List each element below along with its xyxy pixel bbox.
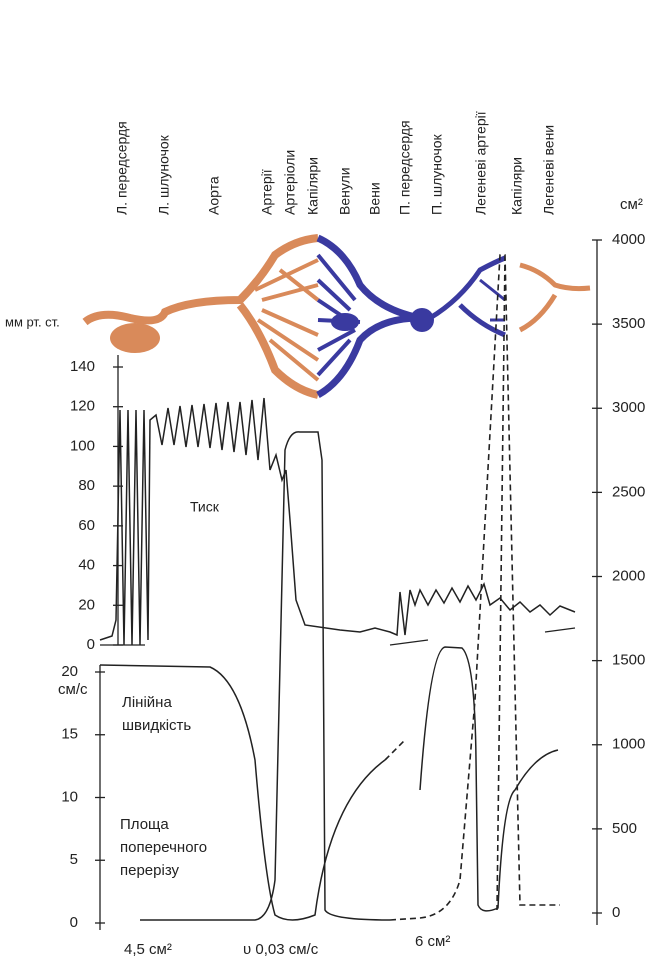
tick-label: 100 [70,437,95,454]
vessel-label: Вени [367,182,383,215]
tick-label: 3500 [612,315,645,332]
pressure-curve [99,397,576,646]
vessel-label: Легеневі артерії [473,111,489,215]
tick-label: 0 [87,636,95,653]
bottom-label: υ 0,03 см/с [243,941,319,958]
tick-label: 80 [78,477,95,494]
vessel-label: Л. передсердя [114,121,130,215]
tick-label: 10 [61,788,78,805]
vessel-label: Капіляри [509,157,525,215]
pressure-unit: мм рт. ст. [5,314,60,329]
area-label: перерізу [120,862,180,879]
tick-label: 60 [78,517,95,534]
vessel-label: П. шлуночок [429,133,445,215]
tick-label: 2500 [612,483,645,500]
velocity-label: швидкість [122,717,191,734]
tick-label: 120 [70,398,95,415]
bottom-label: 4,5 см² [124,941,172,958]
area-label: Площа [120,816,169,833]
baseline [389,639,429,646]
vessel-label: Артеріоли [282,150,298,215]
tick-label: 0 [70,914,78,931]
tick-label: 5 [70,851,78,868]
area-unit: см² [620,196,643,213]
area-label: поперечного [120,839,207,856]
vessel-label: Л. шлуночок [156,134,172,215]
tick-label: 3000 [612,399,645,416]
vessel-label: П. передсердя [397,120,413,215]
velocity-unit: см/с [58,681,88,698]
tick-label: 40 [78,557,95,574]
tick-label: 1500 [612,652,645,669]
velocity-curve [99,664,386,921]
vessel-label: Венули [337,167,353,215]
baseline [544,627,576,633]
area-curve [140,431,391,921]
bottom-label: 6 см² [415,933,450,950]
tick-label: 0 [612,904,620,921]
vessel-label: Аорта [206,176,222,215]
tick-label: 2000 [612,567,645,584]
vessel-illustration [82,234,591,399]
velocity-curve [419,646,559,912]
vessel-label: Артерії [259,169,275,215]
tick-label: 20 [61,663,78,680]
pressure-label: Тиск [190,499,220,515]
vessel-label: Легеневі вени [541,125,557,215]
vessel-label: Капіляри [305,157,321,215]
tick-label: 4000 [612,231,645,248]
tick-label: 20 [78,596,95,613]
area-curve-dashed [389,254,560,921]
velocity-curve-dashed [384,739,406,761]
tick-label: 1000 [612,736,645,753]
tick-label: 500 [612,820,637,837]
tick-label: 140 [70,358,95,375]
tick-label: 15 [61,726,78,743]
velocity-label: Лінійна [122,694,172,711]
